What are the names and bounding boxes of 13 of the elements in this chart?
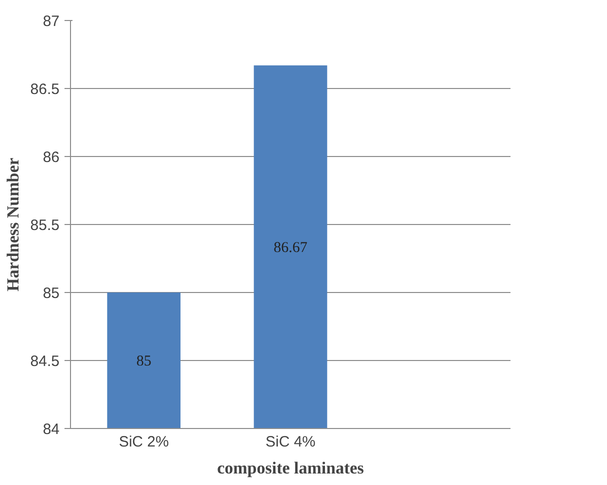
x-axis-title: composite laminates	[217, 458, 364, 478]
y-tick-label: 85	[42, 285, 60, 302]
y-tick-label: 86.5	[30, 81, 60, 98]
y-tick-label: 84	[42, 421, 60, 438]
y-tick-label: 86	[42, 149, 60, 166]
x-tick-label: SiC 2%	[118, 434, 169, 450]
x-tick-label: SiC 4%	[265, 434, 316, 450]
data-label: 86.67	[274, 240, 308, 256]
y-tick-label: 85.5	[30, 217, 60, 234]
data-label: 85	[136, 354, 152, 370]
y-tick-label: 87	[42, 13, 60, 30]
y-tick-label: 84.5	[30, 353, 60, 370]
y-axis-title: Hardness Number	[3, 157, 22, 292]
